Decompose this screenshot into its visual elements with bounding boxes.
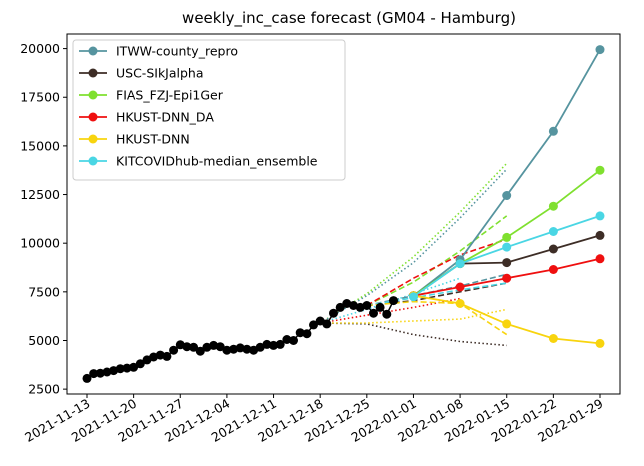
series-point-itww-county-repro xyxy=(502,191,512,200)
earlier-forecast-line-2 xyxy=(320,322,507,347)
series-point-kitcovidhub-median-ensemble xyxy=(409,292,418,302)
legend: ITWW-county_repro USC-SIkJalpha FIAS_FZJ-E… xyxy=(72,39,346,181)
truth-point xyxy=(322,319,332,329)
truth-point xyxy=(115,364,125,374)
series-point-hkust-dnn-da xyxy=(455,282,465,292)
truth-point xyxy=(269,340,278,350)
series-point-hkust-dnn xyxy=(502,319,512,329)
legend-swatch-marker-itww-county-repro xyxy=(88,46,98,56)
truth-point xyxy=(162,351,172,361)
plot-area xyxy=(82,45,605,383)
series-point-fias-fzj-epi1ger xyxy=(595,165,605,175)
plot-frame xyxy=(66,33,621,395)
truth-point xyxy=(369,308,378,318)
truth-point xyxy=(135,359,145,369)
series-point-hkust-dnn-da xyxy=(502,273,512,283)
truth-point xyxy=(242,344,252,354)
legend-swatch-marker-kitcovidhub-median-ensemble xyxy=(88,156,98,166)
legend-swatch-marker-hkust-dnn-da xyxy=(88,112,98,122)
legend-label-usc-sikjalpha: USC-SIkJalpha xyxy=(116,66,204,81)
legend-label-fias-fzj-epi1ger: FIAS_FZJ-Epi1Ger xyxy=(116,88,224,103)
series-point-usc-sikjalpha xyxy=(595,230,605,240)
legend-label-kitcovidhub-median-ensemble: KITCOVIDhub-median_ensemble xyxy=(116,154,318,169)
series-point-hkust-dnn-da xyxy=(595,254,605,264)
y-tick-label: 12500 xyxy=(20,187,60,202)
y-tick-label: 10000 xyxy=(20,236,60,251)
legend-swatch-marker-fias-fzj-epi1ger xyxy=(88,90,98,100)
truth-point xyxy=(329,308,338,318)
series-point-fias-fzj-epi1ger xyxy=(502,232,512,242)
y-tick-label: 17500 xyxy=(20,90,60,105)
truth-point xyxy=(95,368,105,378)
series-point-kitcovidhub-median-ensemble xyxy=(455,259,465,269)
series-point-kitcovidhub-median-ensemble xyxy=(502,242,512,252)
truth-point xyxy=(215,342,225,352)
legend-swatch-marker-hkust-dnn xyxy=(88,134,98,144)
truth-point xyxy=(282,335,292,344)
truth-point xyxy=(182,342,192,352)
y-tick-label: 7500 xyxy=(28,284,60,299)
series-point-hkust-dnn xyxy=(455,299,465,308)
truth-point xyxy=(195,346,205,356)
y-tick-label: 20000 xyxy=(20,41,60,56)
y-tick-label: 5000 xyxy=(28,333,60,348)
series-point-kitcovidhub-median-ensemble xyxy=(595,211,605,221)
legend-label-hkust-dnn: HKUST-DNN xyxy=(116,132,190,147)
series-line-kitcovidhub-median-ensemble xyxy=(412,215,601,298)
truth-point xyxy=(389,296,398,306)
truth-point xyxy=(382,309,392,319)
legend-box xyxy=(72,39,346,181)
chart-title: weekly_inc_case forecast (GM04 - Hamburg… xyxy=(182,9,516,28)
truth-point xyxy=(129,362,139,372)
truth-point xyxy=(169,345,179,355)
legend-label-itww-county-repro: ITWW-county_repro xyxy=(116,44,238,59)
truth-point xyxy=(122,363,132,373)
series-point-itww-county-repro xyxy=(548,126,558,136)
earlier-forecast-line-6 xyxy=(366,215,508,307)
truth-point xyxy=(302,329,312,339)
y-tick-label: 2500 xyxy=(28,382,60,397)
truth-point xyxy=(89,369,99,379)
truth-point xyxy=(289,336,298,345)
series-point-usc-sikjalpha xyxy=(502,258,512,268)
y-tick-label: 15000 xyxy=(20,138,60,153)
legend-label-hkust-dnn-da: HKUST-DNN_DA xyxy=(116,110,214,125)
earlier-forecast-line-3 xyxy=(320,308,507,324)
series-point-hkust-dnn xyxy=(595,338,605,348)
truth-point xyxy=(189,342,199,352)
series-point-usc-sikjalpha xyxy=(548,244,558,254)
truth-point xyxy=(82,373,92,383)
truth-point xyxy=(222,345,232,355)
truth-point xyxy=(262,339,272,349)
truth-point xyxy=(275,339,285,349)
truth-point xyxy=(309,320,318,330)
truth-point xyxy=(235,343,245,353)
earlier-forecast-line-7 xyxy=(366,238,507,307)
series-point-itww-county-repro xyxy=(595,45,605,55)
truth-point xyxy=(375,302,385,312)
series-point-hkust-dnn xyxy=(548,334,558,343)
series-point-fias-fzj-epi1ger xyxy=(548,201,558,211)
truth-point xyxy=(295,328,305,338)
truth-point xyxy=(335,302,345,312)
truth-point xyxy=(362,301,372,310)
legend-swatch-marker-usc-sikjalpha xyxy=(88,68,98,78)
series-point-hkust-dnn-da xyxy=(548,265,558,274)
series-point-kitcovidhub-median-ensemble xyxy=(548,227,558,236)
